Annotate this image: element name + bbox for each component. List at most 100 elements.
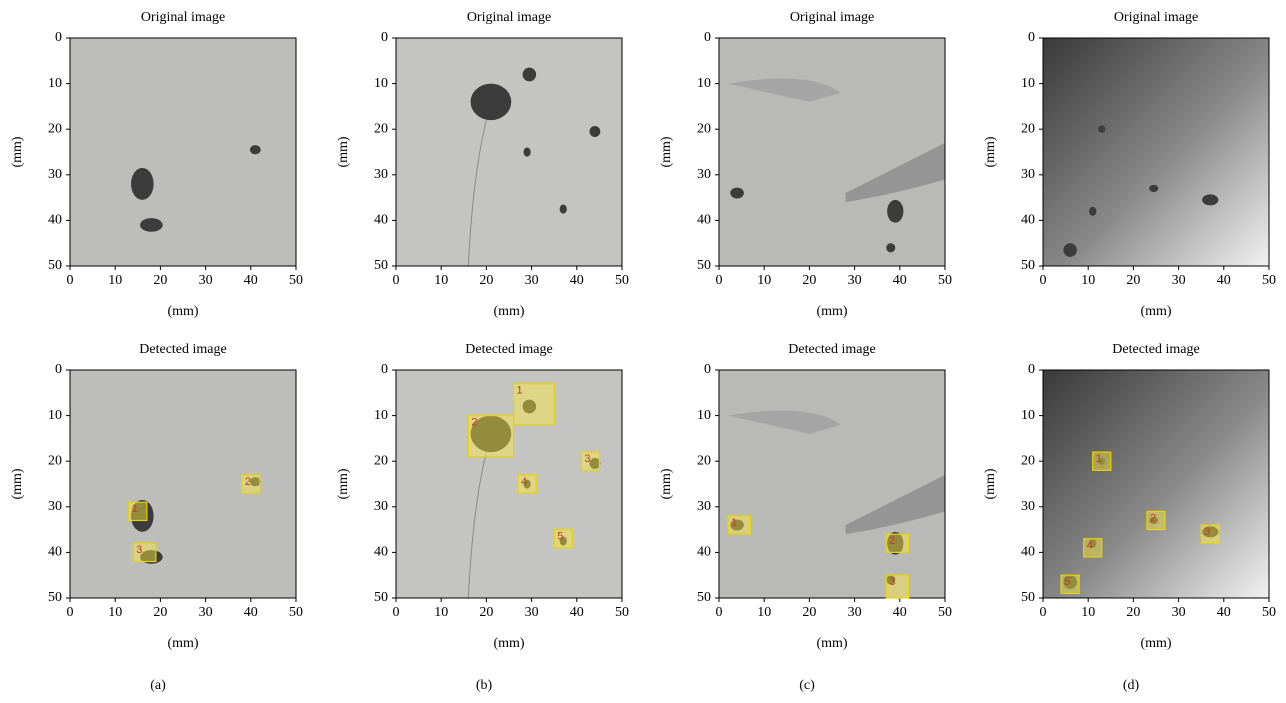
- y-tick-label: 0: [55, 362, 62, 377]
- box-label: 1: [132, 503, 138, 515]
- y-tick-label: 40: [48, 213, 62, 228]
- x-tick-label: 30: [199, 605, 213, 620]
- y-tick-label: 10: [48, 408, 62, 423]
- box-label: 3: [136, 544, 142, 556]
- y-axis-label: (mm): [983, 468, 998, 499]
- subplot: Detected image0102030405001020304050(mm)…: [983, 342, 1276, 651]
- panel-caption: (c): [799, 678, 815, 693]
- y-tick-label: 20: [1021, 121, 1035, 136]
- x-tick-label: 10: [757, 273, 771, 288]
- x-tick-label: 30: [525, 273, 539, 288]
- y-tick-label: 10: [697, 76, 711, 91]
- x-tick-label: 40: [893, 605, 907, 620]
- x-tick-label: 0: [67, 605, 74, 620]
- y-tick-label: 40: [1021, 213, 1035, 228]
- defect: [886, 243, 895, 252]
- y-tick-label: 50: [374, 590, 388, 605]
- x-axis-label: (mm): [167, 304, 198, 319]
- x-tick-label: 10: [1081, 273, 1095, 288]
- image: [1043, 370, 1269, 598]
- y-tick-label: 40: [697, 545, 711, 560]
- y-tick-label: 30: [697, 167, 711, 182]
- subplot-title: Original image: [467, 10, 551, 25]
- y-tick-label: 40: [374, 545, 388, 560]
- y-axis-label: (mm): [659, 136, 674, 167]
- y-tick-label: 20: [1021, 453, 1035, 468]
- x-tick-label: 50: [938, 605, 952, 620]
- y-axis-label: (mm): [10, 136, 25, 167]
- x-tick-label: 10: [108, 605, 122, 620]
- image: [396, 38, 622, 266]
- x-tick-label: 30: [1172, 605, 1186, 620]
- x-tick-label: 40: [244, 273, 258, 288]
- x-tick-label: 0: [716, 273, 723, 288]
- y-tick-label: 50: [697, 258, 711, 273]
- y-tick-label: 10: [374, 76, 388, 91]
- defect: [1202, 194, 1218, 205]
- x-tick-label: 30: [848, 273, 862, 288]
- box-label: 2: [1150, 512, 1156, 524]
- panel-caption: (a): [150, 678, 166, 693]
- x-tick-label: 40: [893, 273, 907, 288]
- y-tick-label: 20: [374, 121, 388, 136]
- y-tick-label: 0: [55, 30, 62, 45]
- defect: [250, 145, 261, 154]
- x-tick-label: 40: [1217, 273, 1231, 288]
- y-tick-label: 20: [697, 121, 711, 136]
- x-tick-label: 50: [615, 273, 629, 288]
- y-tick-label: 0: [704, 362, 711, 377]
- y-tick-label: 30: [374, 499, 388, 514]
- x-tick-label: 40: [1217, 605, 1231, 620]
- box-label: 3: [1204, 526, 1210, 538]
- x-tick-label: 30: [525, 605, 539, 620]
- x-axis-label: (mm): [493, 304, 524, 319]
- y-tick-label: 50: [697, 590, 711, 605]
- y-axis-label: (mm): [336, 468, 351, 499]
- subplot-title: Original image: [141, 10, 225, 25]
- y-tick-label: 30: [697, 499, 711, 514]
- x-tick-label: 30: [199, 273, 213, 288]
- image: [1043, 38, 1269, 266]
- defect: [1089, 207, 1096, 216]
- x-tick-label: 10: [108, 273, 122, 288]
- defect: [523, 68, 537, 82]
- x-tick-label: 20: [802, 273, 816, 288]
- x-axis-label: (mm): [1140, 304, 1171, 319]
- panel-caption: (b): [476, 678, 493, 693]
- defect: [589, 126, 600, 137]
- y-tick-label: 20: [48, 121, 62, 136]
- x-tick-label: 0: [1040, 273, 1047, 288]
- y-tick-label: 10: [697, 408, 711, 423]
- y-tick-label: 0: [1028, 362, 1035, 377]
- y-tick-label: 40: [697, 213, 711, 228]
- subplot-title: Detected image: [1112, 342, 1199, 357]
- box-label: 1: [517, 385, 523, 397]
- y-tick-label: 50: [48, 258, 62, 273]
- y-tick-label: 10: [1021, 408, 1035, 423]
- subplot: Original image0102030405001020304050(mm)…: [336, 10, 629, 319]
- y-tick-label: 20: [374, 453, 388, 468]
- box-label: 3: [889, 576, 895, 588]
- x-axis-label: (mm): [493, 636, 524, 651]
- y-tick-label: 50: [374, 258, 388, 273]
- box-label: 5: [557, 531, 563, 543]
- x-axis-label: (mm): [816, 304, 847, 319]
- image: [396, 370, 622, 598]
- y-axis-label: (mm): [336, 136, 351, 167]
- y-tick-label: 0: [381, 362, 388, 377]
- image: [70, 38, 296, 266]
- defect: [1098, 126, 1105, 133]
- x-tick-label: 20: [153, 605, 167, 620]
- subplot-title: Detected image: [788, 342, 875, 357]
- subplot-title: Detected image: [465, 342, 552, 357]
- defect: [1149, 185, 1158, 192]
- y-tick-label: 30: [48, 167, 62, 182]
- x-tick-label: 20: [1126, 273, 1140, 288]
- image: [719, 370, 945, 598]
- y-tick-label: 30: [1021, 499, 1035, 514]
- subplot-title: Original image: [790, 10, 874, 25]
- y-tick-label: 10: [374, 408, 388, 423]
- y-axis-label: (mm): [983, 136, 998, 167]
